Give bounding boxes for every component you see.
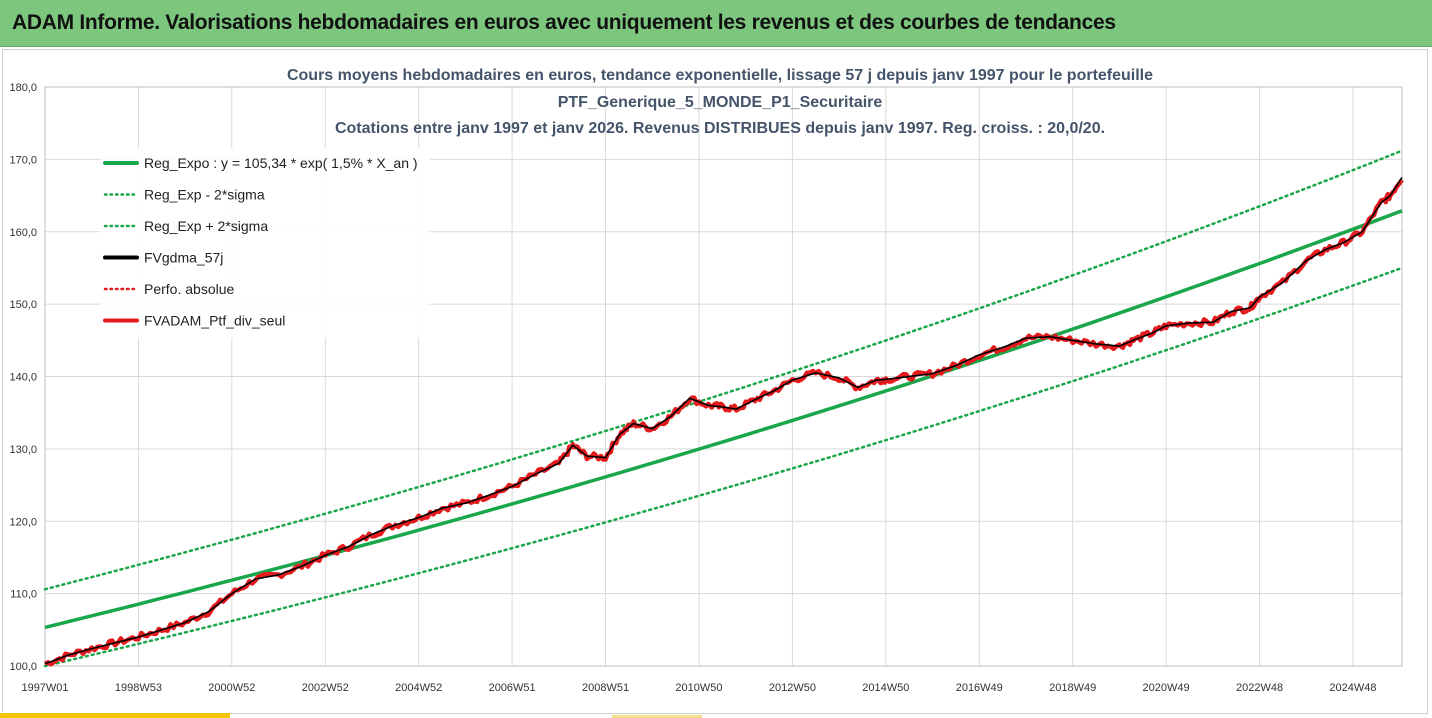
y-tick-label: 150,0 bbox=[9, 299, 37, 311]
y-axis-ticks: 100,0 110,0 120,0 130,0 140,0 150,0 160,0 170,0… bbox=[9, 82, 37, 673]
legend-label: Reg_Exp - 2*sigma bbox=[144, 187, 265, 203]
plot-area bbox=[44, 86, 1403, 667]
x-tick-label: 2016W49 bbox=[956, 682, 1003, 694]
series-fvadam-ptf bbox=[43, 178, 1404, 667]
chart-title-line-1: Cours moyens hebdomadaires en euros, ten… bbox=[287, 67, 1153, 84]
page-header: ADAM Informe. Valorisations hebdomadaire… bbox=[0, 0, 1432, 47]
legend-label: Reg_Expo : y = 105,34 * exp( 1,5% * X_an… bbox=[144, 155, 418, 171]
x-tick-label: 2014W50 bbox=[862, 682, 909, 694]
x-tick-label: 2020W49 bbox=[1143, 682, 1190, 694]
chart-title-line-2: PTF_Generique_5_MONDE_P1_Securitaire bbox=[558, 94, 883, 111]
x-tick-label: 2002W52 bbox=[302, 682, 349, 694]
x-tick-label: 2018W49 bbox=[1049, 682, 1096, 694]
y-tick-label: 100,0 bbox=[9, 661, 37, 673]
series-layer bbox=[43, 149, 1404, 668]
legend-label: FVgdma_57j bbox=[144, 250, 223, 266]
series-fvgdma-57j bbox=[44, 177, 1403, 665]
legend-background bbox=[100, 148, 430, 338]
x-tick-label: 2012W50 bbox=[769, 682, 816, 694]
y-tick-label: 160,0 bbox=[9, 227, 37, 239]
x-tick-label: 2006W51 bbox=[489, 682, 536, 694]
y-tick-label: 120,0 bbox=[9, 516, 37, 528]
y-tick-label: 130,0 bbox=[9, 444, 37, 456]
x-axis-ticks: 1997W01 1998W53 2000W52 2002W52 2004W52 2006W… bbox=[21, 682, 1376, 694]
x-tick-label: 2024W48 bbox=[1329, 682, 1376, 694]
chart-frame bbox=[2, 49, 1428, 714]
bottom-accent-bar-2 bbox=[612, 715, 702, 718]
y-tick-label: 140,0 bbox=[9, 372, 37, 384]
x-tick-label: 2000W52 bbox=[208, 682, 255, 694]
y-tick-label: 180,0 bbox=[9, 82, 37, 94]
x-tick-label: 2008W51 bbox=[582, 682, 629, 694]
x-tick-label: 2022W48 bbox=[1236, 682, 1283, 694]
x-tick-label: 1997W01 bbox=[21, 682, 68, 694]
y-tick-label: 170,0 bbox=[9, 154, 37, 166]
legend-label: Perfo. absolue bbox=[144, 281, 234, 297]
plot-area-border bbox=[44, 86, 1403, 667]
chart-legend: Reg_Expo : y = 105,34 * exp( 1,5% * X_an… bbox=[100, 148, 430, 338]
legend-label: FVADAM_Ptf_div_seul bbox=[144, 313, 285, 329]
chart-title-line-3: Cotations entre janv 1997 et janv 2026. … bbox=[335, 120, 1105, 137]
series-upper-band bbox=[43, 149, 1404, 591]
bottom-accent-bar bbox=[0, 713, 230, 718]
series-lower-band bbox=[43, 266, 1404, 668]
x-tick-label: 1998W53 bbox=[115, 682, 162, 694]
chart-grid bbox=[44, 86, 1402, 667]
x-tick-label: 2010W50 bbox=[675, 682, 722, 694]
series-reg-expo bbox=[44, 209, 1403, 630]
page-title: ADAM Informe. Valorisations hebdomadaire… bbox=[12, 11, 1116, 34]
x-tick-label: 2004W52 bbox=[395, 682, 442, 694]
legend-label: Reg_Exp + 2*sigma bbox=[144, 218, 268, 234]
y-tick-label: 110,0 bbox=[10, 589, 37, 601]
